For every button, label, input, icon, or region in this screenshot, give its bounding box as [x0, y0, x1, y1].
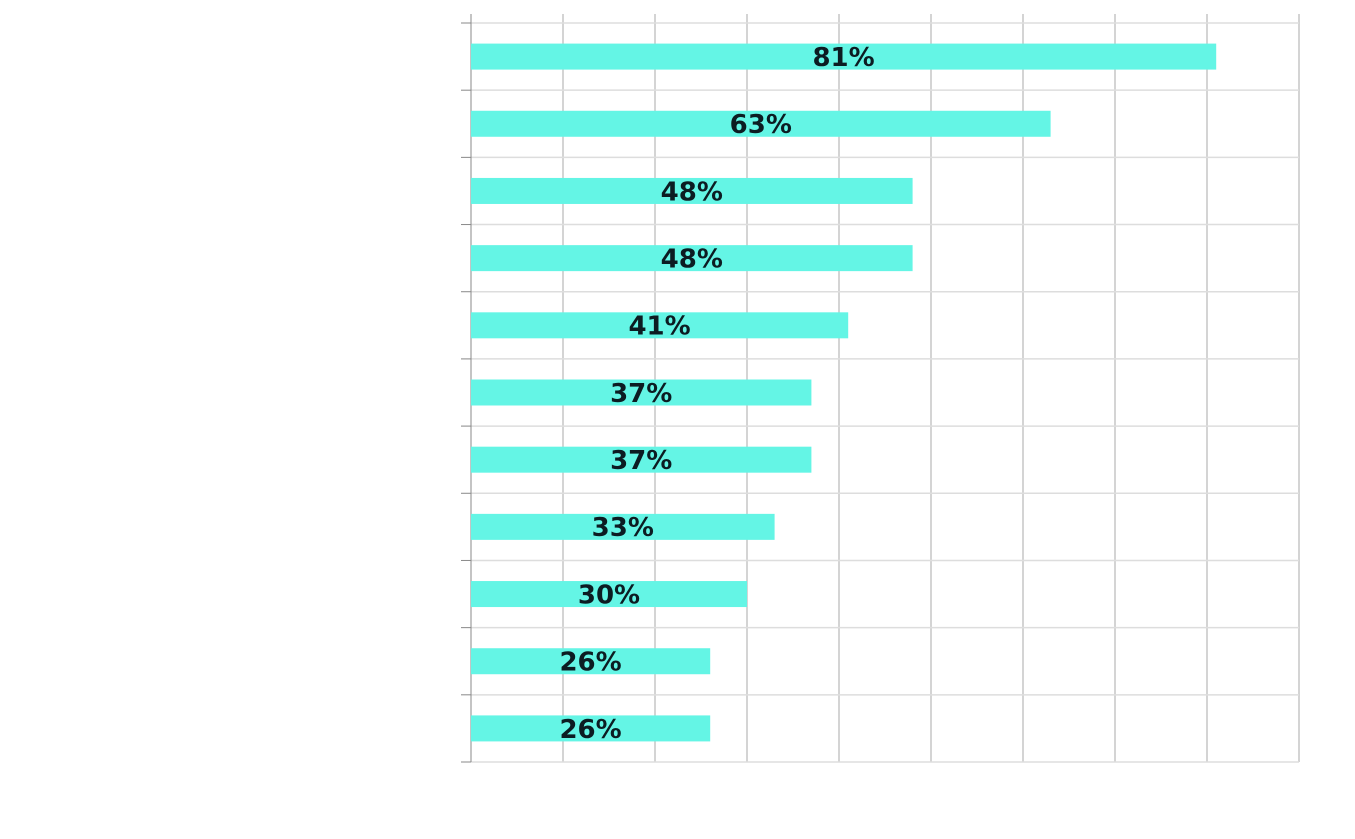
bar-value-label: 30%	[578, 580, 640, 610]
bar	[471, 513, 775, 540]
bar-value-label: 37%	[610, 379, 672, 409]
bar	[471, 43, 1217, 70]
bar-value-label: 48%	[661, 244, 723, 274]
bar	[471, 312, 849, 339]
bar-value-label: 37%	[610, 446, 672, 476]
bar-value-label: 26%	[559, 715, 621, 745]
bar	[471, 177, 913, 204]
bar-value-label: 26%	[559, 648, 621, 678]
bar-value-label: 33%	[592, 513, 654, 543]
bar	[471, 110, 1051, 137]
bar-value-label: 48%	[661, 177, 723, 207]
bar-value-label: 63%	[730, 110, 792, 140]
bar	[471, 245, 913, 272]
bar	[471, 446, 812, 473]
bar	[471, 379, 812, 406]
bar-value-label: 81%	[812, 43, 874, 73]
bar	[471, 715, 711, 742]
bar	[471, 648, 711, 675]
bar	[471, 581, 747, 608]
bar-value-label: 41%	[628, 312, 690, 342]
